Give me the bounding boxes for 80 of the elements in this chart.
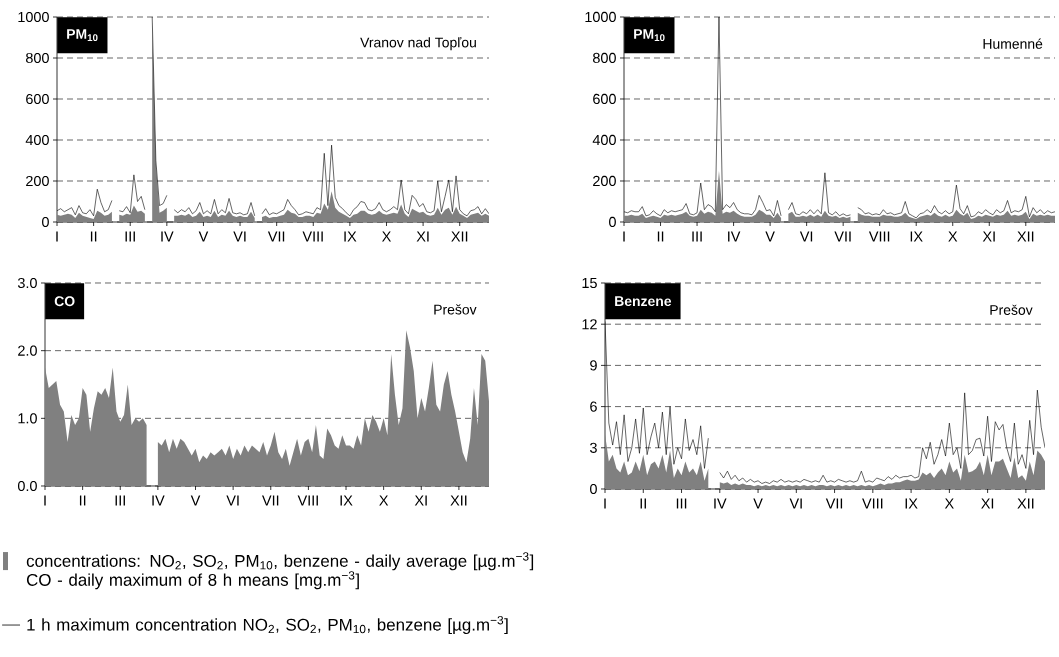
y-tick-label: 0 xyxy=(590,483,597,495)
y-tick-label: 0 xyxy=(609,216,616,228)
x-tick-label: XI xyxy=(416,231,429,242)
x-tick-label: II xyxy=(640,498,646,509)
x-tick-label: IX xyxy=(340,495,353,506)
y-tick-label: 1000 xyxy=(585,11,616,23)
x-tick-label: X xyxy=(948,231,958,242)
x-tick-label: I xyxy=(604,498,606,509)
text: PM$_{10}$ xyxy=(67,29,98,42)
text: Benzene xyxy=(615,296,672,307)
y-tick-label: 200 xyxy=(26,175,49,187)
text: PM$_{10}$ xyxy=(634,29,665,42)
x-tick-label: X xyxy=(944,498,954,509)
x-tick-label: XII xyxy=(450,495,467,506)
x-tick-label: IV xyxy=(728,231,741,242)
x-tick-label: V xyxy=(753,498,763,509)
x-tick-label: XII xyxy=(1017,498,1034,509)
x-tick-label: VIII xyxy=(302,231,323,242)
x-tick-label: XI xyxy=(982,231,995,242)
x-tick-label: III xyxy=(125,231,135,242)
text: Prešov xyxy=(990,304,1033,315)
x-tick-label: XII xyxy=(451,231,468,242)
x-tick-label: VI xyxy=(233,231,246,242)
x-tick-label: VII xyxy=(262,495,279,506)
x-tick-label: VII xyxy=(834,231,851,242)
x-tick-label: VII xyxy=(825,498,843,509)
x-tick-label: II xyxy=(90,231,97,242)
y-tick-label: 3 xyxy=(590,442,597,453)
x-tick-label: XII xyxy=(1017,231,1034,242)
x-tick-label: I xyxy=(44,495,46,506)
text: Humenné xyxy=(983,38,1043,49)
y-tick-label: 1000 xyxy=(18,11,49,23)
y-tick-label: 6 xyxy=(590,401,597,412)
y-tick-label: 200 xyxy=(593,175,616,187)
text: CO xyxy=(54,296,75,307)
x-tick-label: II xyxy=(79,495,86,506)
y-tick-label: 9 xyxy=(590,360,597,371)
x-tick-label: I xyxy=(56,231,58,242)
y-tick-label: 400 xyxy=(25,134,49,146)
x-tick-label: IV xyxy=(714,498,727,509)
y-tick-label: 12 xyxy=(582,319,597,330)
x-tick-label: III xyxy=(676,498,687,509)
x-tick-label: III xyxy=(115,495,125,506)
x-tick-label: XI xyxy=(981,498,994,509)
y-tick-label: 400 xyxy=(592,134,616,146)
x-tick-label: V xyxy=(198,231,209,242)
x-tick-label: XI xyxy=(414,495,427,506)
x-tick-label: I xyxy=(623,231,625,242)
x-tick-label: IX xyxy=(905,498,918,509)
y-tick-label: 15 xyxy=(582,277,597,289)
x-tick-label: IV xyxy=(152,495,165,506)
x-tick-label: IX xyxy=(910,231,923,242)
y-tick-label: 600 xyxy=(593,93,616,105)
x-tick-label: VI xyxy=(799,231,813,242)
y-tick-label: 800 xyxy=(593,52,616,64)
y-tick-label: 0.0 xyxy=(17,480,37,492)
x-tick-label: III xyxy=(692,231,702,242)
x-tick-label: X xyxy=(379,495,389,506)
y-tick-label: 1.0 xyxy=(18,413,37,424)
x-tick-label: X xyxy=(382,231,392,242)
x-tick-label: VIII xyxy=(297,495,318,506)
text: Prešov xyxy=(434,304,477,315)
text: Vranov nad Topľou xyxy=(360,37,476,51)
y-tick-label: 800 xyxy=(26,52,49,64)
y-tick-label: 600 xyxy=(26,93,49,105)
x-tick-label: VI xyxy=(789,498,802,509)
y-tick-label: 0 xyxy=(42,216,49,228)
x-tick-label: II xyxy=(657,231,664,242)
x-tick-label: VIII xyxy=(862,498,883,509)
y-tick-label: 2.0 xyxy=(18,345,37,356)
x-tick-label: IX xyxy=(344,231,357,242)
text: concentrations: NO$_{2}$, SO$_{2}$, PM$_{10}$, benzene - daily average [µg.m$^{−3}$] CO - daily maximum of 8 h means [mg.m$^{−3}$] xyxy=(26,552,534,590)
x-tick-label: VI xyxy=(226,495,239,506)
x-tick-label: V xyxy=(190,495,201,506)
x-tick-label: IV xyxy=(161,231,174,242)
x-tick-label: VIII xyxy=(868,231,890,242)
x-tick-label: VII xyxy=(267,231,285,242)
x-tick-label: V xyxy=(765,231,775,242)
y-tick-label: 3.0 xyxy=(17,277,37,289)
text: 1 h maximum concentration NO$_{2}$, SO$_{2}$, PM$_{10}$, benzene [µg.m$^{−3}$] xyxy=(27,616,508,635)
